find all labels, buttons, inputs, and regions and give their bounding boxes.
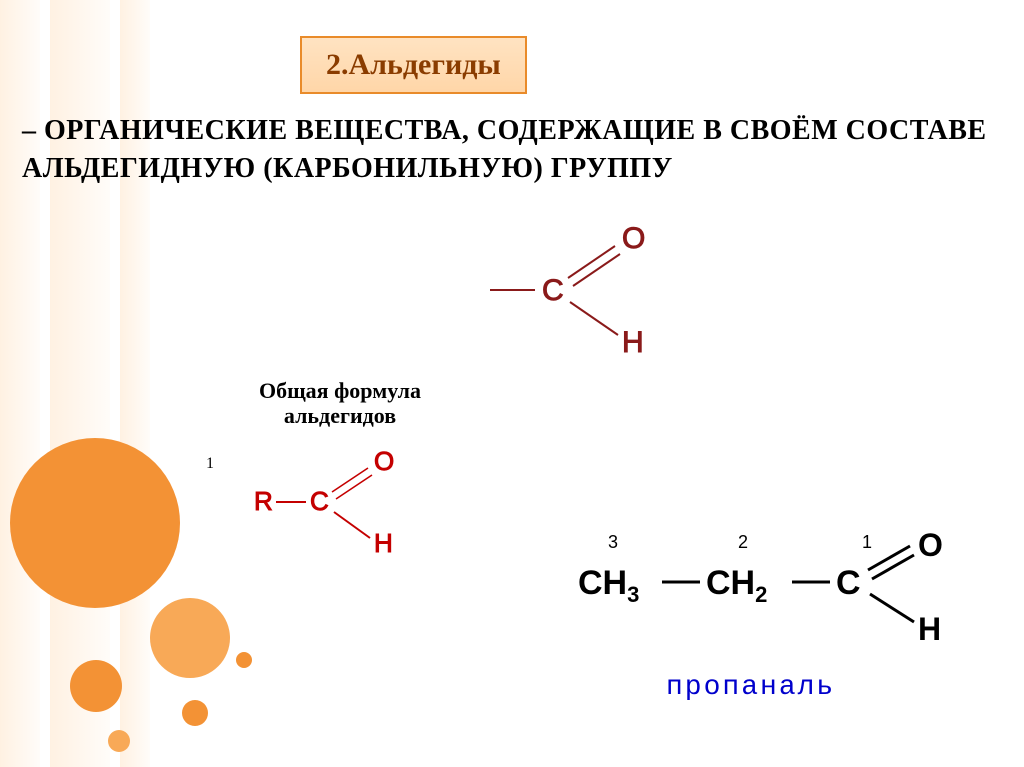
general-formula-structure: R C O H <box>250 448 450 573</box>
slide-title: 2.Альдегиды <box>300 36 527 94</box>
atom-h: H <box>374 528 393 558</box>
svg-text:3: 3 <box>608 532 618 552</box>
decorative-circle <box>10 438 180 608</box>
atom-o: O <box>374 448 394 476</box>
atom-h: H <box>622 326 644 359</box>
formula-index: 1 <box>206 455 214 473</box>
definition-text: – ОРГАНИЧЕСКИЕ ВЕЩЕСТВА, СОДЕРЖАЩИЕ В СВ… <box>22 112 994 188</box>
svg-text:2: 2 <box>738 532 748 552</box>
decorative-circle <box>182 700 208 726</box>
svg-text:C: C <box>836 564 861 602</box>
atom-o: O <box>622 222 645 255</box>
svg-text:CH3: CH3 <box>578 564 639 607</box>
propanal-name: пропаналь <box>666 672 835 703</box>
svg-text:H: H <box>918 611 941 647</box>
decorative-circle <box>108 730 130 752</box>
svg-text:CH2: CH2 <box>706 564 767 607</box>
svg-text:O: O <box>918 530 943 563</box>
general-formula-label: Общая формула альдегидов <box>220 378 460 429</box>
atom-c: C <box>542 274 564 307</box>
propanal-structure: 3 2 1 CH3 CH2 C O H <box>570 530 990 685</box>
decorative-circle <box>70 660 122 712</box>
decorative-circle <box>236 652 252 668</box>
svg-text:1: 1 <box>862 532 872 552</box>
aldehyde-group-structure: C O H <box>480 220 680 365</box>
atom-r: R <box>254 486 273 516</box>
atom-c: C <box>310 486 329 516</box>
decorative-circle <box>150 598 230 678</box>
